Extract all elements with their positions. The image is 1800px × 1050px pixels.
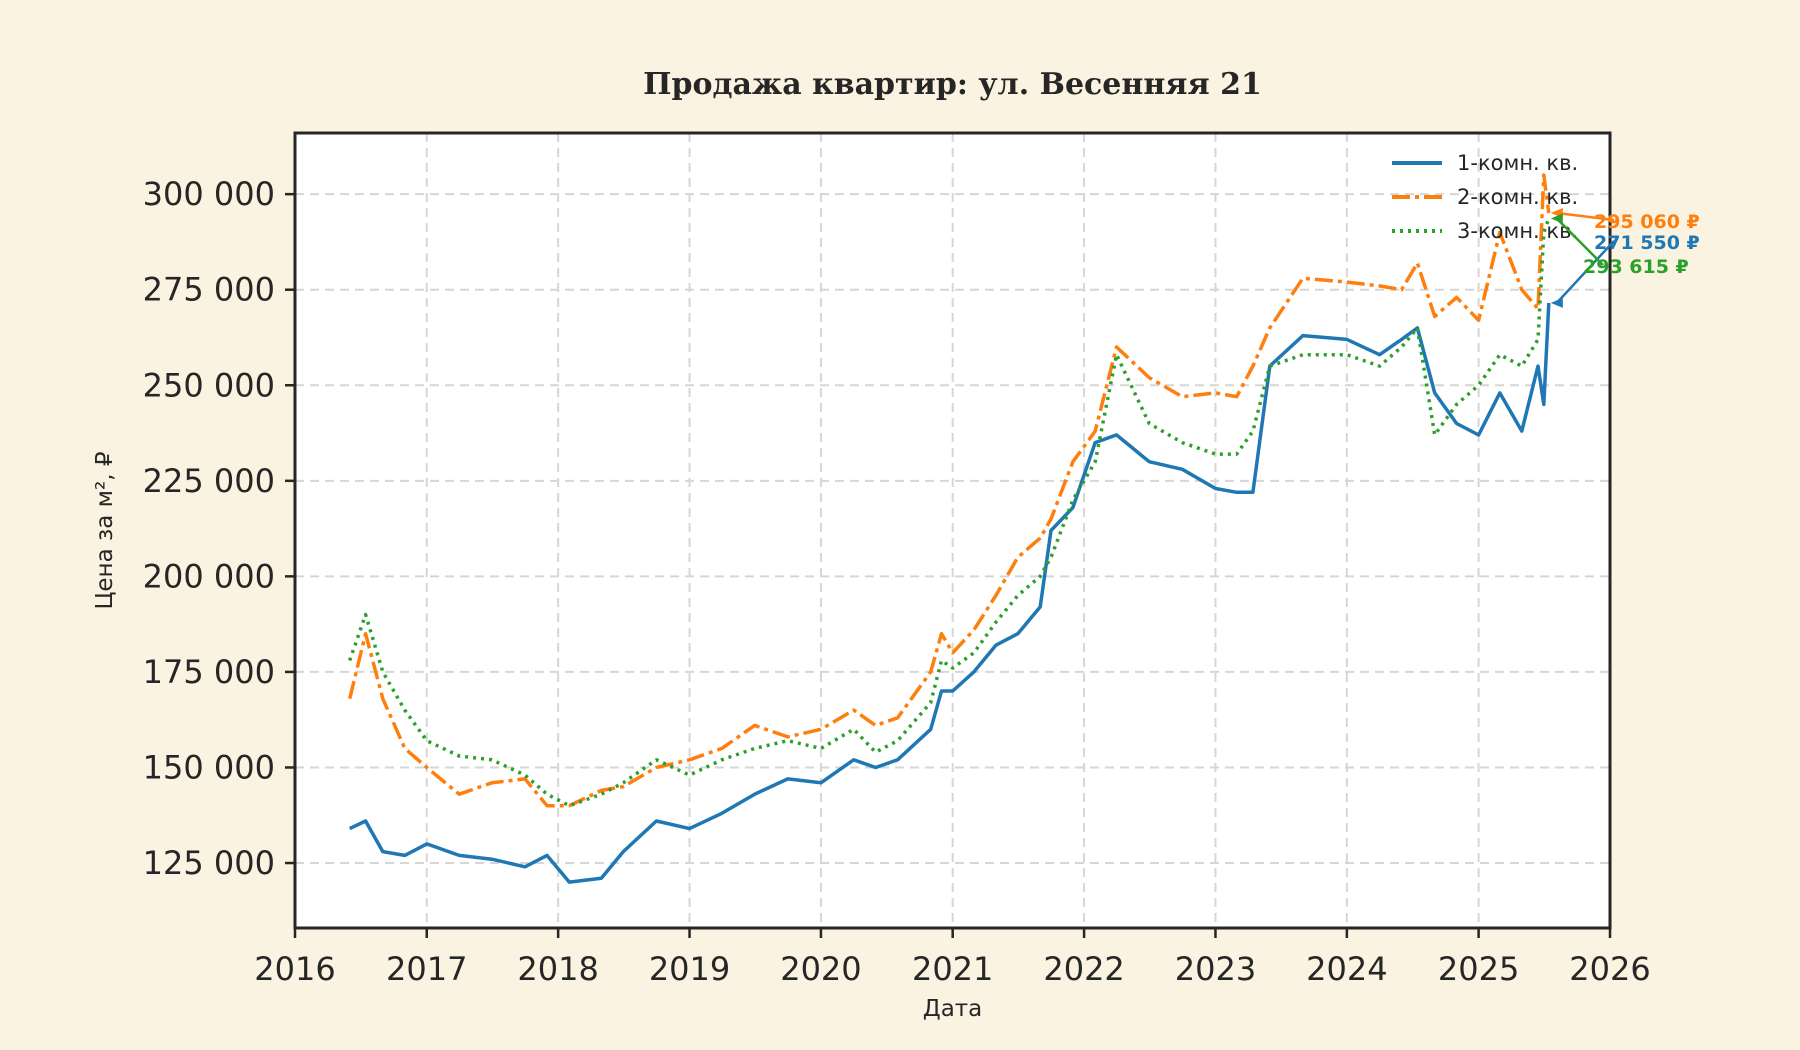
legend-label-1: 1-комн. кв. <box>1457 151 1578 175</box>
annotation-arrowhead-3 <box>1550 213 1563 224</box>
x-tick-label: 2017 <box>386 950 467 988</box>
annotations: 295 060 ₽271 550 ₽293 615 ₽ <box>1550 208 1700 308</box>
x-tick-label: 2024 <box>1306 950 1387 988</box>
x-tick-label: 2025 <box>1438 950 1519 988</box>
y-tick-label: 275 000 <box>143 271 275 309</box>
x-axis: 2016 2017 2018 2019 2020 2021 2022 2023 2024 2025… <box>254 928 1651 988</box>
y-tick-label: 200 000 <box>143 557 275 595</box>
series-line-3 <box>348 218 1551 808</box>
annotation-label-3: 293 615 ₽ <box>1583 256 1689 278</box>
y-tick-label: 125 000 <box>143 844 275 882</box>
x-tick-label: 2021 <box>912 950 993 988</box>
legend-label-2: 2-комн. кв. <box>1457 185 1578 209</box>
annotation-arrow-2 <box>1555 240 1615 304</box>
x-tick-label: 2018 <box>517 950 598 988</box>
annotation-label-2: 271 550 ₽ <box>1594 232 1700 254</box>
legend: 1-комн. кв. 2-комн. кв. 3-комн. кв. <box>1392 151 1578 243</box>
annotation-arrow-3 <box>1555 217 1604 266</box>
annotation-label-1: 295 060 ₽ <box>1594 211 1700 233</box>
y-tick-label: 300 000 <box>143 175 275 213</box>
y-tick-label: 150 000 <box>143 748 275 786</box>
annotation-arrowhead-2 <box>1550 297 1563 308</box>
annotation-arrow-1 <box>1556 211 1615 222</box>
y-tick-label: 225 000 <box>143 462 275 500</box>
series-line-2 <box>348 173 1551 808</box>
x-tick-label: 2023 <box>1175 950 1256 988</box>
y-axis-label: Цена за м², ₽ <box>92 452 118 610</box>
x-axis-label: Дата <box>923 996 983 1022</box>
y-axis: 125 000 150 000 175 000 200 000 225 000 250 0… <box>143 175 295 882</box>
x-tick-label: 2019 <box>649 950 730 988</box>
legend-label-3: 3-комн. кв. <box>1457 219 1578 243</box>
chart-title: Продажа квартир: ул. Весенняя 21 <box>643 67 1262 102</box>
x-tick-label: 2026 <box>1569 950 1650 988</box>
grid <box>295 133 1610 928</box>
series-layer <box>348 173 1551 884</box>
x-tick-label: 2020 <box>780 950 861 988</box>
y-tick-label: 175 000 <box>143 653 275 691</box>
x-tick-label: 2022 <box>1043 950 1124 988</box>
x-tick-label: 2016 <box>254 950 335 988</box>
y-tick-label: 250 000 <box>143 366 275 404</box>
